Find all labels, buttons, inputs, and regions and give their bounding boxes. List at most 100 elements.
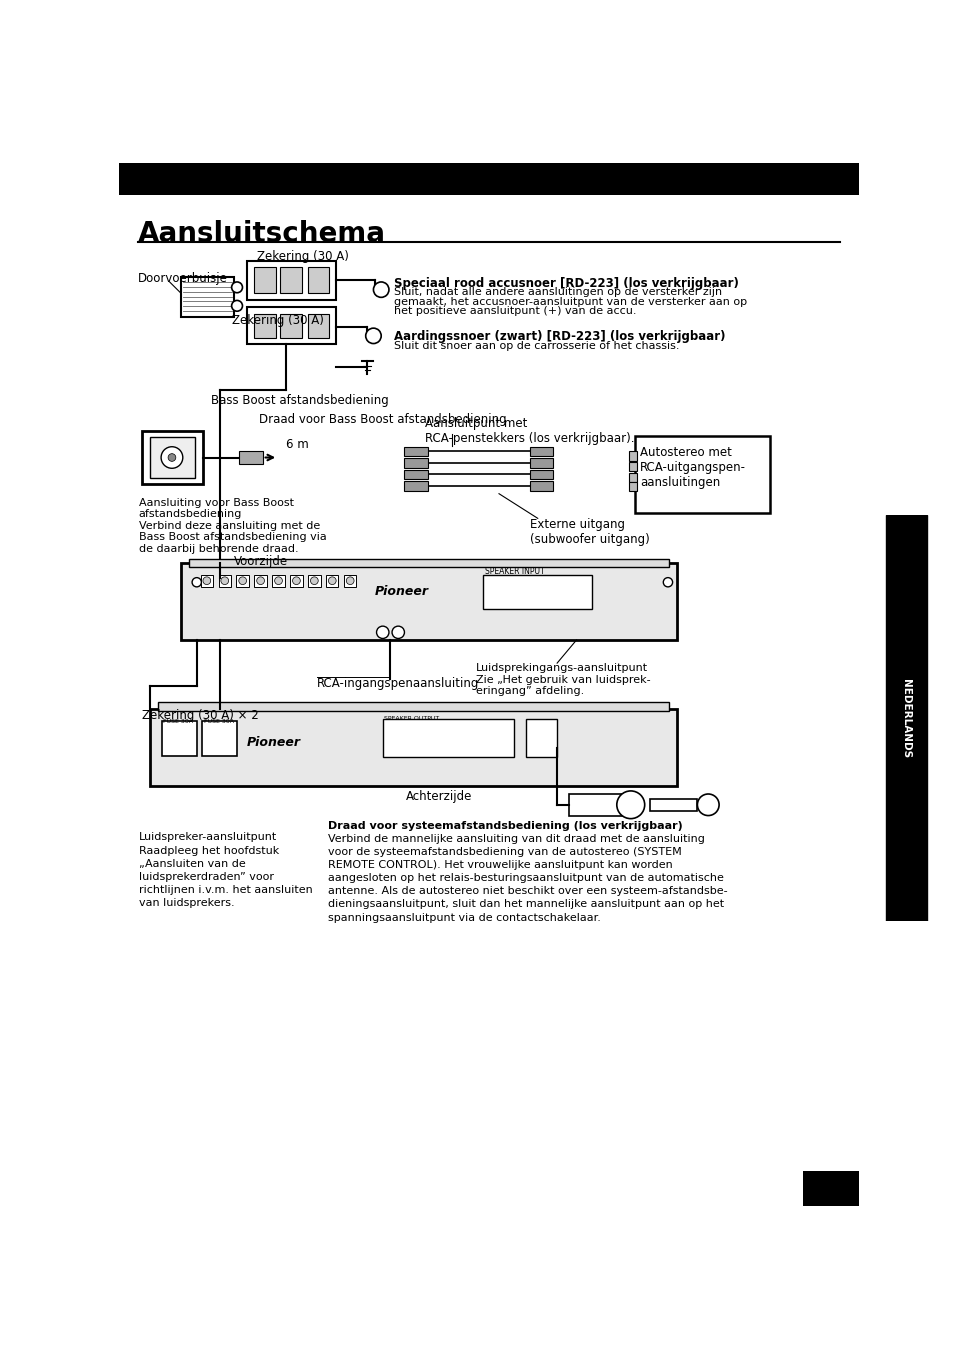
Text: Raadpleeg het hoofdstuk: Raadpleeg het hoofdstuk: [138, 846, 278, 855]
Bar: [530, 458, 553, 467]
Text: van luidsprekers.: van luidsprekers.: [138, 898, 234, 908]
Circle shape: [662, 577, 672, 587]
Bar: [404, 481, 427, 491]
Text: spanningsaansluitpunt via de contactschakelaar.: spanningsaansluitpunt via de contactscha…: [328, 912, 600, 923]
Text: antenne. Als de autostereo niet beschikt over een systeem-afstandsbe-: antenne. Als de autostereo niet beschikt…: [328, 886, 727, 897]
Bar: [239, 451, 262, 463]
Text: Aansluitpunt met
RCA-penstekkers (los verkrijgbaar).: Aansluitpunt met RCA-penstekkers (los ve…: [425, 417, 634, 444]
Text: Aardingssnoer (zwart) [RD-223] (los verkrijgbaar): Aardingssnoer (zwart) [RD-223] (los verk…: [394, 331, 725, 343]
Circle shape: [161, 447, 183, 469]
Bar: [236, 575, 249, 587]
Bar: [150, 436, 195, 478]
Bar: [404, 447, 427, 457]
Text: Aansluiting voor Bass Boost
afstandsbediening
Verbind deze aansluiting met de
Ba: Aansluiting voor Bass Boost afstandsbedi…: [138, 497, 326, 554]
Text: Zekering (30 A) × 2: Zekering (30 A) × 2: [142, 709, 259, 722]
Bar: [326, 575, 338, 587]
Bar: [142, 431, 203, 485]
Circle shape: [168, 454, 175, 461]
Text: Pioneer: Pioneer: [247, 736, 301, 749]
Circle shape: [697, 794, 719, 816]
Bar: [200, 575, 213, 587]
Bar: [290, 575, 302, 587]
Bar: [280, 267, 302, 294]
Bar: [181, 276, 233, 317]
Text: Sluit, nadat alle andere aansluitingen op de versterker zijn: Sluit, nadat alle andere aansluitingen o…: [394, 287, 721, 297]
Text: richtlijnen i.v.m. het aansluiten: richtlijnen i.v.m. het aansluiten: [138, 885, 312, 894]
Text: RCA-ingangspenaansluiting: RCA-ingangspenaansluiting: [316, 678, 478, 690]
Text: Externe uitgang
(subwoofer uitgang): Externe uitgang (subwoofer uitgang): [530, 519, 649, 546]
Text: 6: 6: [823, 1179, 837, 1198]
Text: Draad voor Bass Boost afstandsbediening: Draad voor Bass Boost afstandsbediening: [258, 413, 506, 425]
Circle shape: [310, 577, 318, 584]
Bar: [530, 447, 553, 457]
Bar: [189, 560, 669, 566]
Circle shape: [221, 577, 229, 584]
Text: Achterzijde: Achterzijde: [406, 790, 472, 804]
Text: „Aansluiten van de: „Aansluiten van de: [138, 859, 245, 869]
Bar: [119, 163, 858, 195]
Bar: [162, 721, 196, 756]
Circle shape: [232, 282, 242, 293]
Text: Zekering (30 A): Zekering (30 A): [257, 249, 349, 263]
Bar: [525, 718, 557, 757]
Bar: [404, 470, 427, 480]
Circle shape: [232, 301, 242, 312]
Circle shape: [256, 577, 264, 584]
Text: Pioneer: Pioneer: [375, 584, 429, 598]
Bar: [218, 575, 231, 587]
Bar: [158, 702, 669, 711]
Circle shape: [365, 328, 381, 344]
Text: luidsprekerdraden” voor: luidsprekerdraden” voor: [138, 871, 274, 882]
Bar: [247, 262, 335, 299]
Bar: [404, 458, 427, 467]
Bar: [247, 308, 335, 344]
Text: gemaakt, het accusnoer-aansluitpunt van de versterker aan op: gemaakt, het accusnoer-aansluitpunt van …: [394, 297, 747, 306]
Bar: [280, 313, 302, 339]
Bar: [272, 575, 284, 587]
Text: Luidspreker-aansluitpunt: Luidspreker-aansluitpunt: [138, 832, 276, 843]
Circle shape: [392, 626, 404, 638]
Bar: [307, 313, 329, 339]
Text: Voorzijde: Voorzijde: [233, 556, 288, 568]
Text: Autostereo met
RCA-uitgangspen-
aansluitingen: Autostereo met RCA-uitgangspen- aansluit…: [639, 446, 745, 489]
Text: Doorvoerbuisje: Doorvoerbuisje: [137, 272, 228, 285]
Text: het positieve aansluitpunt (+) van de accu.: het positieve aansluitpunt (+) van de ac…: [394, 306, 637, 316]
Bar: [344, 575, 356, 587]
Bar: [629, 462, 637, 472]
Text: Sluit dit snoer aan op de carrosserie of het chassis.: Sluit dit snoer aan op de carrosserie of…: [394, 341, 679, 351]
Bar: [254, 575, 267, 587]
Text: FUSE 30A: FUSE 30A: [204, 720, 233, 725]
Text: Verbind de mannelijke aansluiting van dit draad met de aansluiting: Verbind de mannelijke aansluiting van di…: [328, 835, 704, 844]
Bar: [568, 794, 622, 816]
Text: Speciaal rood accusnoer [RD-223] (los verkrijgbaar): Speciaal rood accusnoer [RD-223] (los ve…: [394, 276, 739, 290]
Circle shape: [617, 791, 644, 818]
Bar: [150, 709, 677, 786]
Bar: [181, 562, 677, 640]
Bar: [634, 436, 769, 514]
Text: dieningsaansluitpunt, sluit dan het mannelijke aansluitpunt aan op het: dieningsaansluitpunt, sluit dan het mann…: [328, 900, 724, 909]
Circle shape: [328, 577, 335, 584]
Text: SPEAKER OUTPUT: SPEAKER OUTPUT: [384, 717, 439, 721]
Bar: [629, 482, 637, 492]
Bar: [530, 470, 553, 480]
Text: Draad voor systeemafstandsbediening (los verkrijgbaar): Draad voor systeemafstandsbediening (los…: [328, 821, 682, 831]
Bar: [649, 798, 696, 810]
Text: Aansluitschema: Aansluitschema: [137, 221, 385, 248]
Bar: [629, 473, 637, 482]
Text: NEDERLANDS: NEDERLANDS: [901, 679, 910, 757]
Bar: [382, 718, 514, 757]
Bar: [253, 267, 275, 294]
Text: voor de systeemafstandsbediening van de autostereo (SYSTEM: voor de systeemafstandsbediening van de …: [328, 847, 681, 858]
Circle shape: [346, 577, 354, 584]
Bar: [253, 313, 275, 339]
Bar: [202, 721, 236, 756]
Bar: [483, 575, 592, 610]
Circle shape: [238, 577, 246, 584]
Circle shape: [203, 577, 211, 584]
Text: Zekering (30 A): Zekering (30 A): [232, 313, 323, 327]
Circle shape: [192, 577, 201, 587]
Text: REMOTE CONTROL). Het vrouwelijke aansluitpunt kan worden: REMOTE CONTROL). Het vrouwelijke aanslui…: [328, 860, 673, 870]
Bar: [530, 481, 553, 491]
Bar: [307, 267, 329, 294]
Bar: [802, 1171, 858, 1206]
